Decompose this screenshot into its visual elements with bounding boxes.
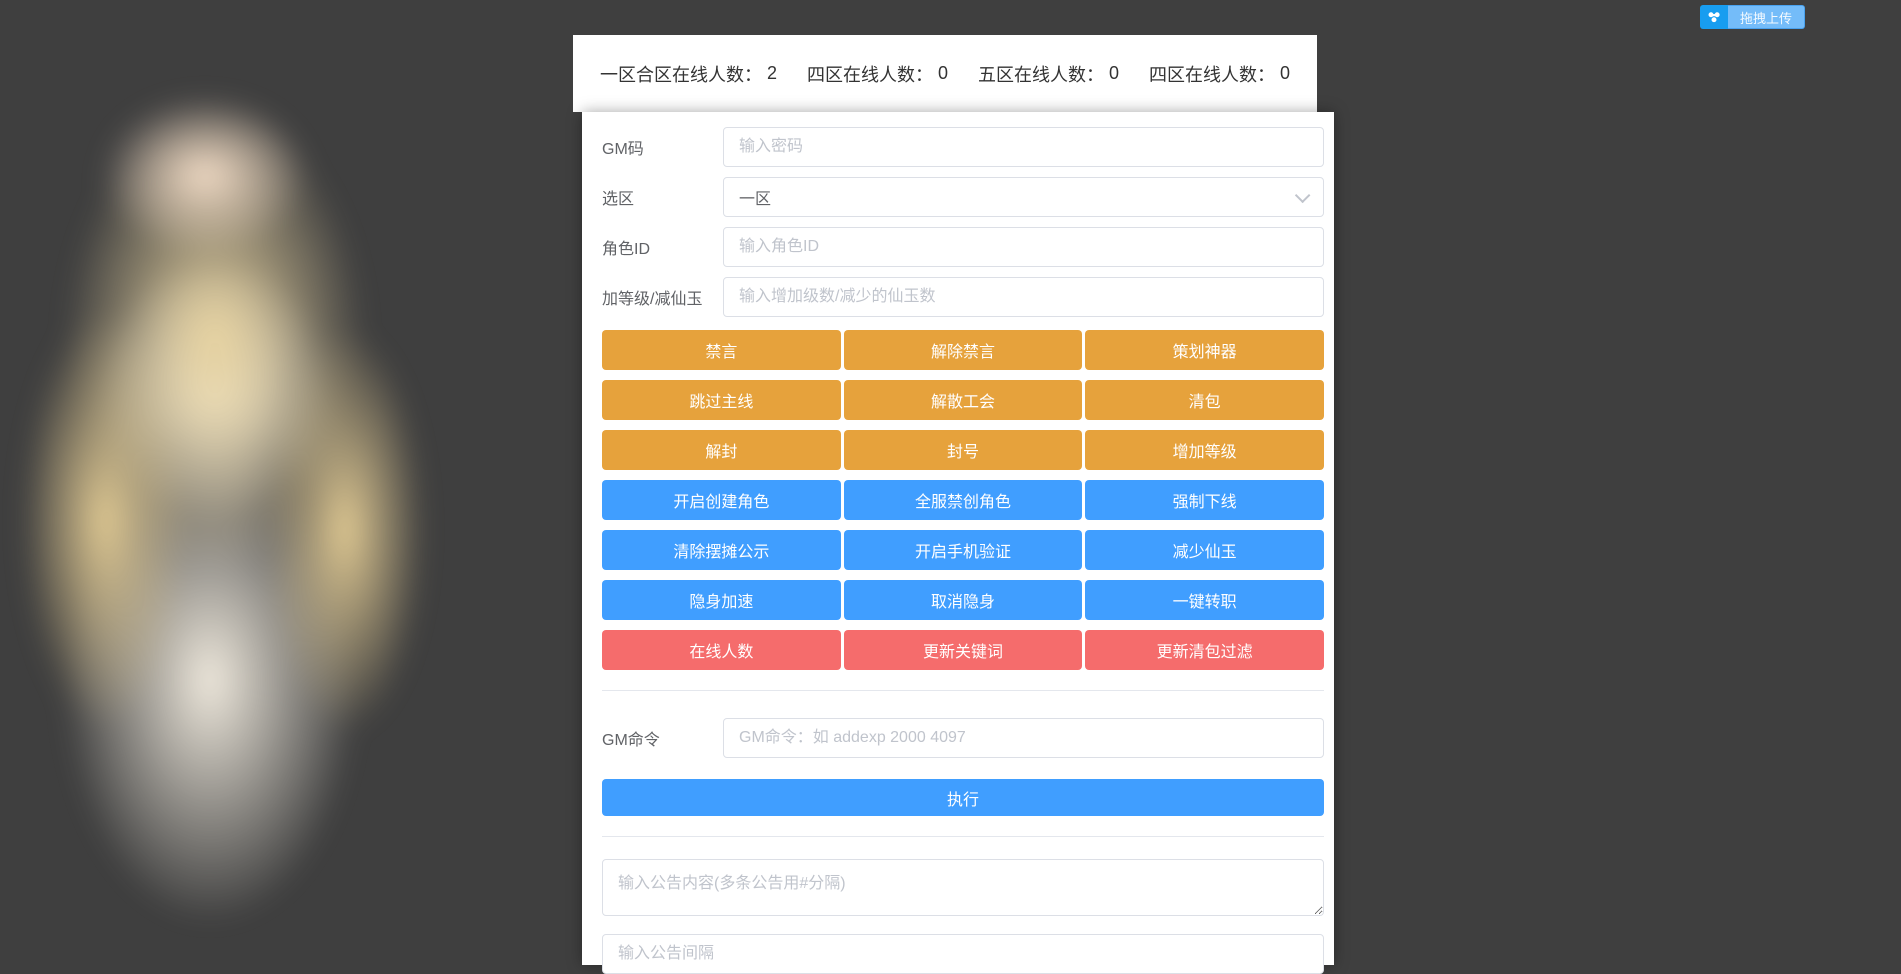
server-select-label: 选区 (602, 191, 635, 208)
ban-button[interactable]: 封号 (843, 430, 1083, 470)
server-select[interactable]: 一区 (723, 177, 1324, 217)
gm-code-label: GM码 (602, 141, 644, 158)
enable-phone-verify-button[interactable]: 开启手机验证 (843, 530, 1083, 570)
stat-value: 0 (1109, 63, 1120, 83)
role-id-label: 角色ID (602, 241, 651, 258)
stat-zone5-online: 五区在线人数： 0 (978, 61, 1119, 87)
divider (602, 690, 1324, 691)
divider (602, 836, 1324, 837)
stat-label: 四区在线人数 (1149, 64, 1258, 85)
online-count-button[interactable]: 在线人数 (602, 630, 841, 670)
role-id-input[interactable] (723, 227, 1324, 267)
stat-zone4b-online: 四区在线人数： 0 (1149, 61, 1290, 87)
update-keywords-button[interactable]: 更新关键词 (843, 630, 1083, 670)
action-buttons-grid: 禁言 解除禁言 策划神器 跳过主线 解散工会 清包 解封 封号 增加等级 开启创… (602, 330, 1324, 670)
server-select-row: 选区 一区 (602, 177, 1324, 217)
drag-upload-button[interactable]: 拖拽上传 (1728, 5, 1806, 29)
stat-label: 四区在线人数 (806, 64, 915, 85)
clear-bag-button[interactable]: 清包 (1085, 380, 1324, 420)
online-stats-bar: 一区合区在线人数： 2 四区在线人数： 0 五区在线人数： 0 四区在线人数： 0 (573, 35, 1317, 112)
execute-button[interactable]: 执行 (602, 779, 1324, 816)
enable-create-role-button[interactable]: 开启创建角色 (602, 480, 841, 520)
clear-stall-notice-button[interactable]: 清除摆摊公示 (602, 530, 841, 570)
gm-command-label: GM命令 (602, 732, 660, 749)
ban-create-role-all-button[interactable]: 全服禁创角色 (843, 480, 1083, 520)
update-clearbag-filter-button[interactable]: 更新清包过滤 (1085, 630, 1324, 670)
gm-code-input[interactable] (723, 127, 1324, 167)
announcement-content-textarea[interactable] (602, 859, 1324, 916)
planner-tool-button[interactable]: 策划神器 (1085, 330, 1324, 370)
stat-colon: ： (1257, 64, 1276, 85)
level-jade-row: 加等级/减仙玉 (602, 277, 1324, 317)
stat-zone4-online: 四区在线人数： 0 (807, 61, 948, 87)
stat-colon: ： (743, 64, 762, 85)
gm-panel-card: GM码 选区 一区 角色ID 加等级/减仙玉 禁言 解除禁言 策划神器 跳过主线… (582, 112, 1334, 974)
add-level-button[interactable]: 增加等级 (1085, 430, 1324, 470)
server-select-value: 一区 (739, 191, 772, 208)
stealth-speed-button[interactable]: 隐身加速 (602, 580, 841, 620)
character-artwork (0, 0, 570, 965)
unban-button[interactable]: 解封 (602, 430, 841, 470)
stat-value: 2 (766, 63, 777, 83)
disband-guild-button[interactable]: 解散工会 (843, 380, 1083, 420)
force-offline-button[interactable]: 强制下线 (1085, 480, 1324, 520)
stat-colon: ： (1086, 64, 1104, 85)
level-jade-label: 加等级/减仙玉 (602, 291, 703, 308)
cloud-drive-icon (1700, 5, 1728, 29)
stat-label: 五区在线人数 (978, 64, 1086, 85)
announcement-interval-input[interactable] (602, 934, 1324, 974)
mute-button[interactable]: 禁言 (602, 330, 841, 370)
stat-value: 0 (937, 63, 948, 83)
drag-upload-control[interactable]: 拖拽上传 (1700, 5, 1806, 29)
chevron-down-icon (1294, 187, 1311, 203)
gm-code-row: GM码 (602, 127, 1324, 167)
skip-mainline-button[interactable]: 跳过主线 (602, 380, 841, 420)
cancel-stealth-button[interactable]: 取消隐身 (843, 580, 1083, 620)
gm-command-input[interactable] (723, 718, 1324, 758)
reduce-jade-button[interactable]: 减少仙玉 (1085, 530, 1324, 570)
role-id-row: 角色ID (602, 227, 1324, 267)
unmute-button[interactable]: 解除禁言 (843, 330, 1083, 370)
stat-label: 一区合区在线人数 (599, 64, 744, 85)
stat-colon: ： (914, 64, 933, 85)
level-jade-input[interactable] (723, 277, 1324, 317)
class-change-button[interactable]: 一键转职 (1085, 580, 1324, 620)
stat-zone1-merged-online: 一区合区在线人数： 2 (600, 61, 777, 87)
gm-command-row: GM命令 (602, 718, 1324, 758)
stat-value: 0 (1280, 63, 1291, 83)
